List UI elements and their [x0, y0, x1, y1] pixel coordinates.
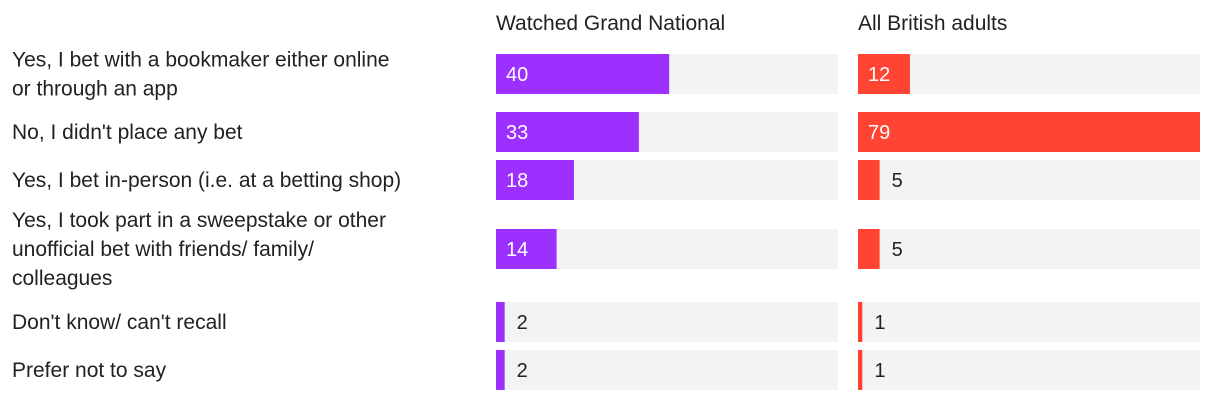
- bar-1-1: [858, 112, 1200, 152]
- bar-0-2: [496, 160, 574, 200]
- series-header-0: Watched Grand National: [496, 12, 725, 35]
- bar-1-2: [858, 160, 880, 200]
- bar-1-5: [858, 350, 863, 390]
- category-label-line: Prefer not to say: [12, 359, 167, 382]
- bar-0-4: [496, 302, 505, 342]
- bar-value-label-0-5: 2: [517, 360, 528, 382]
- bar-0-3: [496, 229, 557, 269]
- bar-track-1-0: [858, 54, 1200, 94]
- category-label-line: or through an app: [12, 78, 178, 101]
- category-label-3: Yes, I took part in a sweepstake or othe…: [12, 209, 386, 290]
- category-label-line: Yes, I bet in-person (i.e. at a betting …: [12, 169, 401, 192]
- bar-track-1-4: [858, 302, 1200, 342]
- bar-value-label-0-2: 18: [506, 170, 528, 192]
- category-label-line: Yes, I bet with a bookmaker either onlin…: [12, 49, 389, 72]
- category-label-line: colleagues: [12, 267, 112, 290]
- bar-value-label-1-0: 12: [868, 64, 890, 86]
- bar-value-label-0-1: 33: [506, 122, 528, 144]
- category-label-line: No, I didn't place any bet: [12, 121, 243, 144]
- category-label-5: Prefer not to say: [12, 359, 167, 382]
- category-label-1: No, I didn't place any bet: [12, 121, 243, 144]
- bar-1-0: [858, 54, 910, 94]
- series-header-1: All British adults: [858, 12, 1007, 35]
- bar-value-label-1-4: 1: [874, 312, 885, 334]
- bar-track-0-4: [496, 302, 838, 342]
- bar-value-label-1-5: 1: [874, 360, 885, 382]
- category-label-line: Yes, I took part in a sweepstake or othe…: [12, 209, 386, 232]
- bar-value-label-1-1: 79: [868, 122, 890, 144]
- category-label-line: unofficial bet with friends/ family/: [12, 238, 314, 261]
- bar-0-0: [496, 54, 670, 94]
- bar-value-label-0-0: 40: [506, 64, 528, 86]
- bar-value-label-0-4: 2: [517, 312, 528, 334]
- bar-value-label-1-2: 5: [892, 170, 903, 192]
- bar-0-5: [496, 350, 505, 390]
- bar-1-4: [858, 302, 863, 342]
- bar-track-1-5: [858, 350, 1200, 390]
- category-label-0: Yes, I bet with a bookmaker either onlin…: [12, 49, 389, 101]
- category-label-2: Yes, I bet in-person (i.e. at a betting …: [12, 169, 401, 192]
- bar-0-1: [496, 112, 639, 152]
- bar-1-3: [858, 229, 880, 269]
- bar-track-0-5: [496, 350, 838, 390]
- bar-value-label-0-3: 14: [506, 239, 528, 261]
- bar-track-1-3: [858, 229, 1200, 269]
- bar-track-1-2: [858, 160, 1200, 200]
- category-label-4: Don't know/ can't recall: [12, 311, 227, 334]
- category-label-line: Don't know/ can't recall: [12, 311, 227, 334]
- bar-value-label-1-3: 5: [892, 239, 903, 261]
